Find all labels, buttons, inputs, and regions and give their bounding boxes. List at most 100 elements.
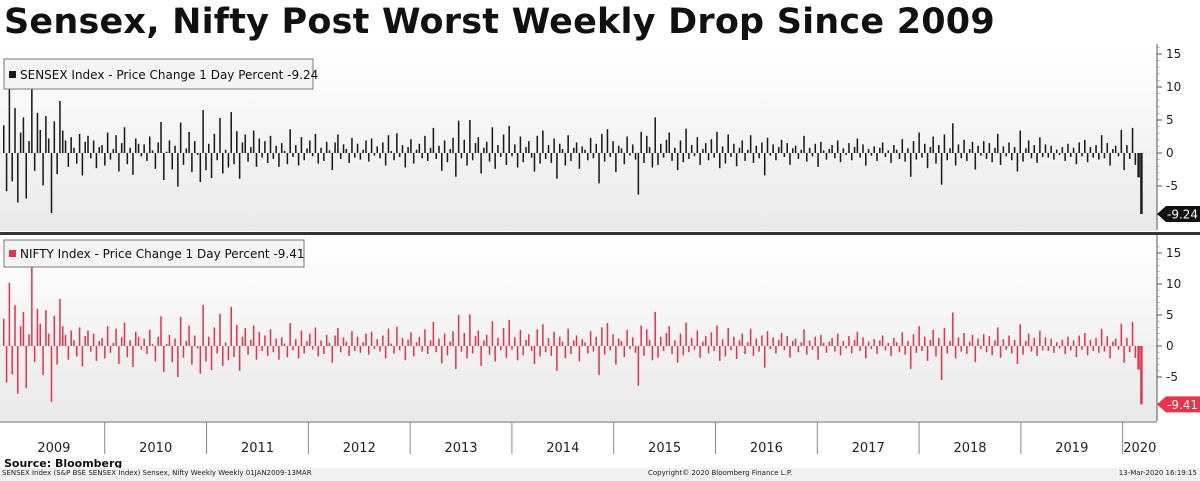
nifty-bar [943,328,946,346]
sensex-bar [177,153,179,187]
nifty-bar [1019,324,1021,346]
nifty-bar [575,335,578,346]
nifty-bar [884,346,887,351]
sensex-bar [1019,130,1021,153]
nifty-bar [1092,346,1094,351]
panel-divider [0,232,1200,235]
sensex-bar [171,153,174,170]
nifty-bar [516,346,519,361]
sensex-bar [544,153,547,159]
nifty-bar [637,346,640,386]
nifty-bar [738,340,741,346]
sensex-bar [134,138,137,153]
sensex-y-tick-label: 10 [1166,80,1181,94]
nifty-bar [912,334,915,346]
nifty-bar [848,336,850,346]
nifty-bar [92,333,95,346]
nifty-bar [1041,346,1044,351]
sensex-bar [292,153,294,157]
nifty-bar [78,327,81,346]
nifty-bar [1117,346,1120,350]
nifty-bar [8,282,11,346]
sensex-bar [494,153,496,169]
sensex-bar [553,138,555,153]
nifty-bar [351,331,353,346]
sensex-bar [957,144,960,153]
nifty-bar [539,346,541,357]
sensex-bar [629,153,631,156]
sensex-bar [407,147,409,153]
sensex-bar [654,117,656,153]
sensex-bar [558,143,561,153]
sensex-bar [968,149,971,153]
sensex-bar [909,153,912,177]
sensex-bar [469,120,471,153]
chart-area: -5 0 5 10 15 SENSEX Index - Price Change 1 D… [0,44,1200,456]
nifty-bar [820,334,822,346]
nifty-bar [1137,346,1140,370]
sensex-bar [699,153,701,165]
sensex-bar [550,153,553,163]
sensex-bar [455,153,457,177]
nifty-bar [25,346,27,389]
nifty-bar [250,339,252,346]
nifty-bar [991,346,993,356]
sensex-bar [528,141,530,153]
nifty-bar [1103,346,1106,352]
nifty-bar [766,331,769,346]
x-year-label: 2019 [1055,441,1088,456]
sensex-bar [199,153,202,183]
sensex-bar [339,153,342,159]
sensex-bar [573,147,575,153]
sensex-bar [859,153,861,158]
nifty-bar [1013,339,1016,346]
sensex-bar [839,153,842,163]
sensex-bar [758,153,760,159]
nifty-bar [61,326,64,346]
sensex-bar [1058,153,1061,155]
sensex-bar [1027,140,1030,153]
sensex-bar [457,120,460,153]
nifty-legend[interactable]: NIFTY Index - Price Change 1 Day Percent… [3,239,305,268]
nifty-bar [1067,336,1069,346]
sensex-bar [508,125,510,153]
sensex-bar [1067,143,1069,153]
sensex-bar [191,153,193,173]
nifty-bar [808,340,811,346]
sensex-bar [822,150,825,153]
nifty-bar [362,342,364,346]
nifty-bar [227,346,230,361]
nifty-bar [1061,339,1064,346]
nifty-bar [1084,332,1086,346]
sensex-legend[interactable]: SENSEX Index - Price Change 1 Day Percen… [3,58,318,90]
x-year-label: 2011 [241,441,274,456]
nifty-bar [244,328,247,346]
sensex-bar [359,153,362,160]
sensex-bar [985,153,988,159]
nifty-bar [561,341,564,346]
sensex-bar [943,134,946,153]
sensex-bar [452,137,454,153]
sensex-bar [738,147,741,153]
sensex-bar [834,153,836,159]
nifty-bar [373,346,376,350]
nifty-bar [53,315,56,346]
nifty-bar [626,329,628,346]
sensex-bar [735,153,738,167]
sensex-bar [668,132,671,153]
nifty-bar [101,337,103,346]
sensex-bar [179,122,182,153]
nifty-bar [895,342,898,346]
sensex-bar [789,153,791,165]
sensex-bar [926,153,929,169]
nifty-bar [1126,337,1128,346]
nifty-bar [205,346,207,362]
nifty-bar [154,346,157,362]
sensex-bar [772,144,774,153]
sensex-bar [185,148,188,153]
nifty-bar [752,346,755,356]
nifty-bar [81,346,84,367]
nifty-bar [1005,346,1007,350]
sensex-bar [47,138,50,153]
sensex-bar [160,121,162,153]
